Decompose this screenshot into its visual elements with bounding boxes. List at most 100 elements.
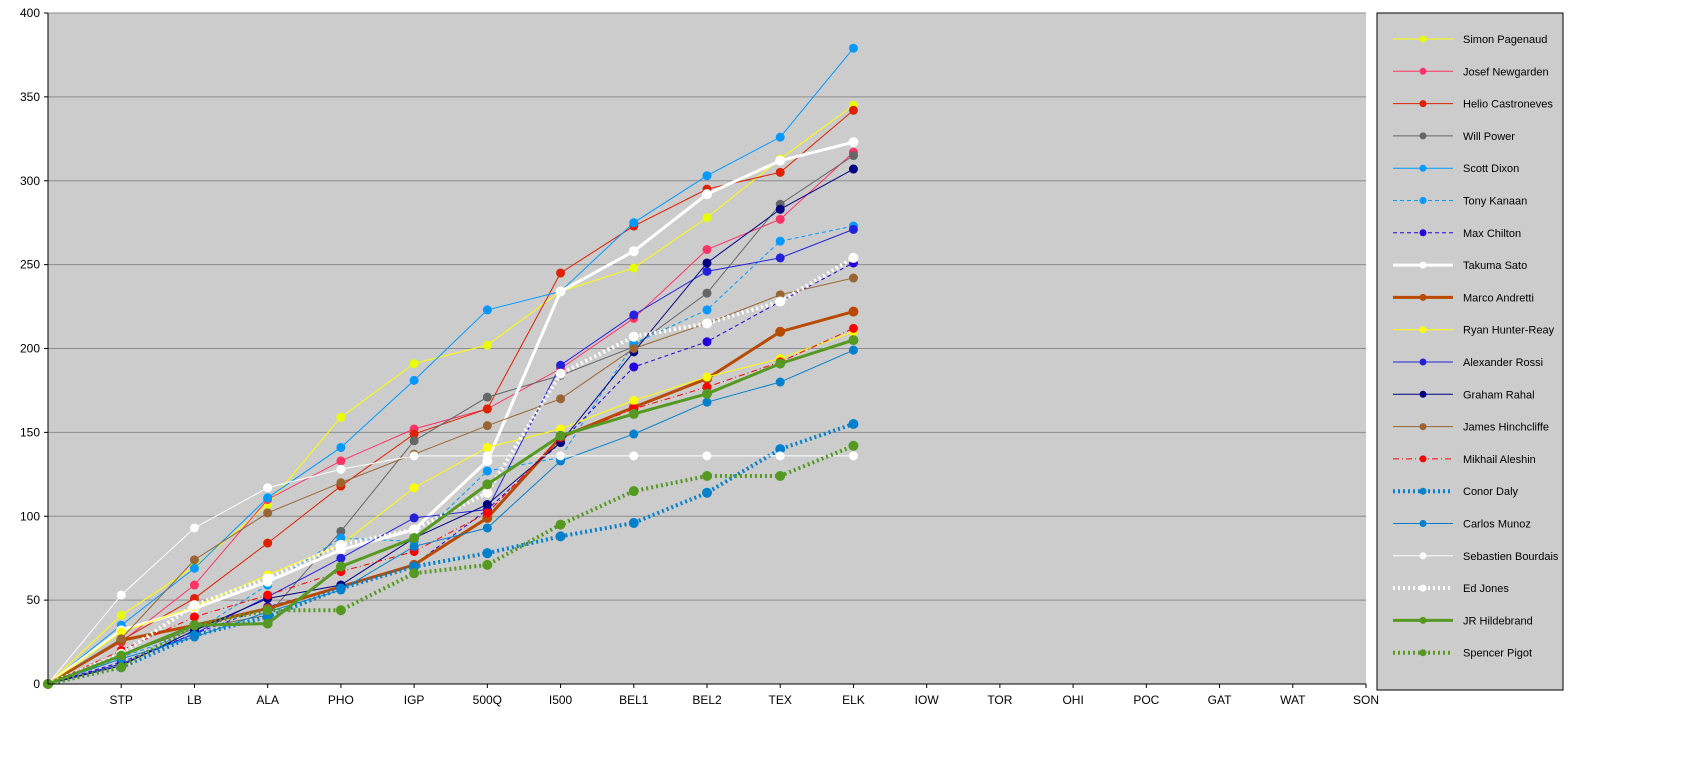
data-point (629, 263, 639, 273)
y-axis: 0 50 100 150 200 250 300 350 400 (20, 6, 48, 691)
data-point (482, 340, 492, 350)
legend-item: Marco Andretti (1393, 292, 1534, 304)
data-point (116, 662, 127, 673)
data-point (555, 531, 566, 542)
legend-label: JR Hildebrand (1463, 615, 1533, 627)
data-point (336, 464, 346, 474)
data-point (702, 372, 712, 382)
legend-label: Takuma Sato (1463, 260, 1527, 272)
legend-marker (1419, 390, 1427, 398)
x-tick-label: POC (1133, 693, 1159, 707)
data-point (263, 508, 273, 518)
legend-label: Marco Andretti (1463, 292, 1534, 304)
data-point (335, 605, 346, 616)
legend-marker (1419, 455, 1427, 463)
data-point (409, 524, 420, 535)
legend-marker (1419, 132, 1427, 140)
legend-item: Graham Rahal (1393, 389, 1535, 401)
legend-marker (1419, 423, 1427, 431)
data-point (775, 451, 785, 461)
data-point (702, 189, 712, 200)
data-point (629, 429, 639, 439)
data-point (628, 331, 639, 342)
data-point (335, 561, 346, 572)
data-point (702, 451, 712, 461)
legend-marker (1419, 67, 1427, 75)
series-line (47, 327, 854, 685)
series-sebastien-bourdais (43, 451, 858, 689)
data-point (702, 318, 712, 329)
data-point (482, 442, 492, 452)
legend-item: Ryan Hunter-Reay (1393, 325, 1555, 337)
legend-marker (1419, 649, 1427, 657)
data-point (482, 508, 492, 518)
legend-item: Josef Newgarden (1393, 66, 1549, 78)
data-point (336, 585, 346, 595)
data-point (702, 171, 712, 181)
data-point (409, 568, 420, 579)
data-point (336, 526, 346, 536)
x-tick-label: BEL2 (692, 693, 722, 707)
data-point (629, 396, 639, 406)
legend-item: Tony Kanaan (1393, 196, 1527, 208)
legend-marker (1419, 164, 1427, 172)
legend-marker (1419, 616, 1427, 624)
legend-item: Helio Castroneves (1393, 99, 1553, 111)
x-tick-label: 500Q (473, 693, 502, 707)
data-point (702, 266, 712, 276)
legend-label: Conor Daly (1463, 486, 1519, 498)
data-point (556, 268, 566, 278)
legend-marker (1419, 552, 1427, 560)
series-line (47, 455, 854, 685)
data-point (482, 305, 492, 315)
data-point (116, 590, 126, 600)
data-point (848, 164, 858, 174)
legend-marker (1419, 487, 1427, 495)
legend-marker (1419, 358, 1427, 366)
data-point (848, 451, 858, 461)
legend-item: Takuma Sato (1393, 260, 1527, 272)
legend-item: Ed Jones (1393, 583, 1509, 595)
legend-marker (1419, 197, 1427, 204)
data-point (263, 590, 273, 600)
data-point (116, 650, 127, 661)
x-tick-label: ELK (842, 693, 865, 707)
series-line (47, 168, 854, 685)
x-tick-label: WAT (1280, 693, 1306, 707)
data-point (702, 245, 712, 255)
data-point (116, 610, 126, 620)
data-point (262, 573, 273, 584)
data-point (336, 478, 346, 488)
legend-label: Will Power (1463, 131, 1515, 143)
data-point (628, 517, 639, 528)
data-point (848, 224, 858, 234)
y-tick-label: 250 (20, 258, 40, 272)
data-point (848, 418, 859, 429)
data-point (775, 296, 786, 307)
y-tick-label: 150 (20, 425, 40, 439)
data-point (555, 368, 566, 379)
legend-item: Scott Dixon (1393, 163, 1519, 175)
data-point (335, 539, 346, 550)
data-point (482, 404, 492, 414)
x-tick-label: TEX (769, 693, 792, 707)
data-point (848, 273, 858, 283)
data-point (775, 236, 785, 246)
data-point (629, 451, 639, 461)
y-tick-label: 300 (20, 174, 40, 188)
data-point (775, 132, 785, 142)
data-point (628, 408, 639, 419)
data-point (189, 563, 199, 573)
legend-label: Spencer Pigot (1463, 648, 1532, 660)
data-point (848, 345, 858, 355)
data-point (556, 451, 566, 461)
series-line (47, 443, 855, 686)
legend-item: Sebastien Bourdais (1393, 551, 1559, 563)
data-point (848, 323, 858, 333)
legend-item: Simon Pagenaud (1393, 34, 1547, 46)
data-point (116, 634, 126, 644)
data-point (848, 105, 858, 115)
legend-marker (1419, 261, 1427, 269)
data-point (702, 397, 712, 407)
